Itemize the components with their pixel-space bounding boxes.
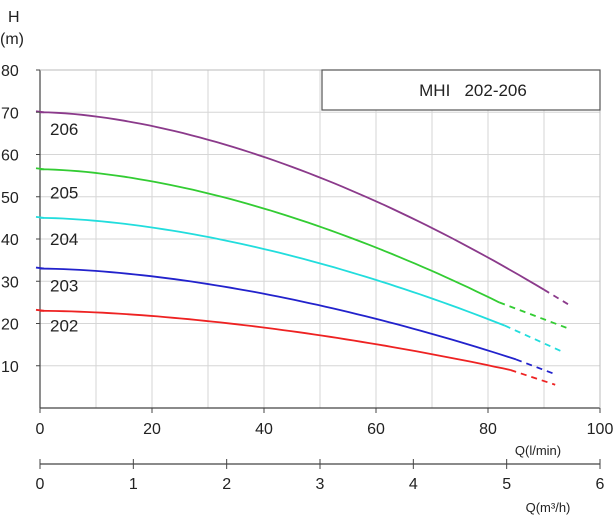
- model-box: MHI 202-206: [321, 69, 601, 111]
- curve-205-start: [35, 167, 45, 171]
- series-group: [35, 110, 573, 386]
- curve-202: [39, 309, 511, 371]
- curve-202-start: [35, 308, 45, 312]
- y-axis-ticks: 10 20 30 40 50 60 70 80: [1, 63, 40, 376]
- y-tick-label: 70: [1, 105, 19, 122]
- x2-tick-label: 2: [222, 476, 231, 493]
- y-tick-label: 80: [1, 63, 19, 80]
- x-tick-label: 0: [36, 421, 45, 438]
- curve-203: [39, 267, 517, 361]
- series-labels: 206 205 204 203 202: [50, 120, 78, 335]
- x2-tick-label: 0: [36, 476, 45, 493]
- series-label-203: 203: [50, 276, 78, 295]
- y-tick-label: 20: [1, 317, 19, 334]
- curve-204-extension: [504, 324, 562, 352]
- x-axis-secondary: 0 1 2 3 4 5 6: [36, 459, 605, 493]
- y-tick-label: 40: [1, 232, 19, 249]
- series-label-204: 204: [50, 230, 78, 249]
- series-label-202: 202: [50, 317, 78, 336]
- y-axis-label-unit: (m): [0, 31, 24, 48]
- curve-203-extension: [515, 358, 556, 376]
- y-tick-label: 50: [1, 190, 19, 207]
- curve-205-extension: [498, 301, 567, 329]
- series-label-206: 206: [50, 120, 78, 139]
- y-tick-label: 60: [1, 148, 19, 165]
- x2-tick-label: 6: [596, 476, 605, 493]
- x2-tick-label: 3: [316, 476, 325, 493]
- x-tick-label: 20: [143, 421, 161, 438]
- curve-206-extension: [543, 288, 573, 308]
- x-tick-label: 80: [479, 421, 497, 438]
- curve-204-start: [35, 215, 45, 219]
- series-label-205: 205: [50, 184, 78, 203]
- curve-202-extension: [510, 369, 556, 386]
- x2-tick-label: 4: [409, 476, 418, 493]
- y-tick-label: 30: [1, 274, 19, 291]
- x2-tick-label: 1: [129, 476, 138, 493]
- y-axis-label-top: H: [8, 9, 20, 26]
- y-tick-label: 10: [1, 359, 19, 376]
- curve-203-start: [35, 266, 45, 270]
- x2-tick-label: 5: [502, 476, 511, 493]
- x-tick-label: 60: [367, 421, 385, 438]
- chart-grid: [40, 70, 600, 408]
- curve-204: [39, 217, 506, 327]
- x-tick-label: 40: [255, 421, 273, 438]
- x-tick-label: 100: [587, 421, 613, 438]
- curve-205: [39, 168, 500, 304]
- model-title: MHI 202-206: [419, 81, 527, 100]
- curve-206: [39, 111, 545, 291]
- x-axis-primary-ticks: 0 20 40 60 80 100: [36, 408, 613, 438]
- x-axis-primary-label: Q(l/min): [515, 443, 561, 458]
- x-axis-secondary-label: Q(m³/h): [526, 500, 571, 515]
